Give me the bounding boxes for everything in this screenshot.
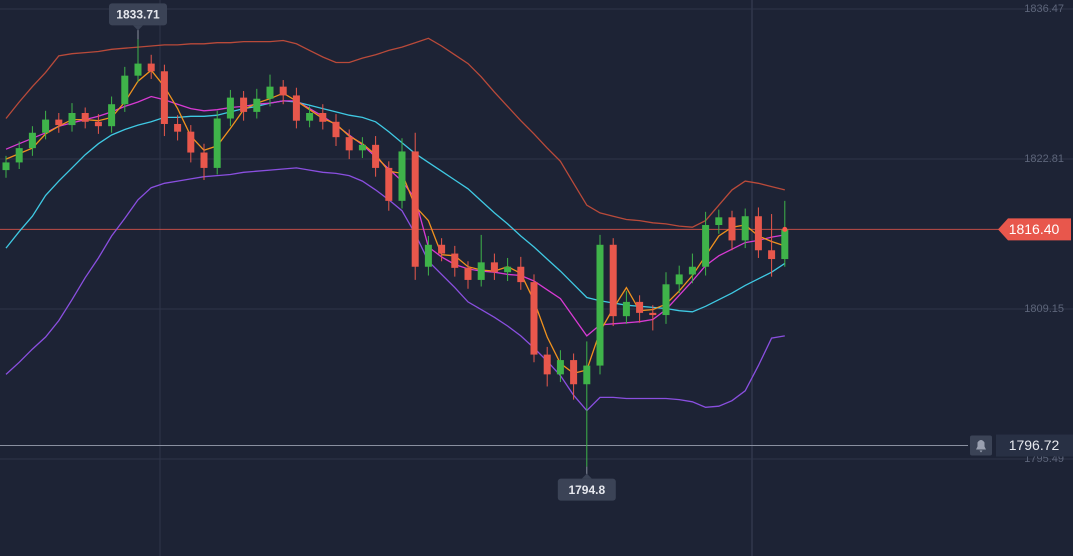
candle-body (517, 266, 525, 283)
candle-body (15, 148, 23, 163)
candle-body (319, 113, 327, 122)
candle-body (530, 282, 538, 355)
candle-body (385, 167, 393, 201)
candle-body (345, 137, 353, 151)
candle-body (55, 119, 63, 126)
candle-body (160, 71, 168, 124)
alert-price-label: 1796.72 (1009, 437, 1060, 453)
callout-arrow (581, 473, 592, 479)
candle-body (253, 98, 261, 112)
current-price-dot (782, 226, 788, 232)
candle-body (477, 262, 485, 280)
candle-body (688, 266, 696, 275)
alert-price-box (996, 434, 1073, 457)
callout-arrow (133, 25, 143, 31)
candle-body (781, 229, 789, 260)
indicator-line (5, 100, 786, 313)
candle-body (292, 95, 300, 121)
candle-body (556, 360, 564, 375)
candle-body (754, 216, 762, 251)
candle-body (570, 360, 578, 385)
candle-body (702, 225, 710, 267)
candle-body (398, 151, 406, 201)
candle-body (200, 152, 208, 168)
candle-body (358, 144, 366, 151)
candle-body (2, 162, 10, 171)
candle-body (306, 113, 314, 121)
indicator-line (5, 167, 785, 412)
candle-body (490, 262, 498, 273)
alert-bell-icon[interactable] (976, 440, 986, 453)
candle-body (504, 266, 512, 273)
candle-body (279, 86, 287, 96)
y-tick-label: 1822.81 (1024, 153, 1064, 165)
candle-body (609, 244, 617, 317)
candle-body (28, 132, 36, 149)
callout-label: 1833.71 (116, 7, 160, 21)
candle-body (464, 267, 472, 280)
y-tick-label: 1809.15 (1024, 303, 1064, 315)
candle-body (68, 113, 76, 126)
candle-body (226, 97, 234, 119)
indicator-line (5, 95, 785, 337)
candle-body (108, 104, 116, 127)
candle-body (121, 75, 129, 105)
candle-body (438, 244, 446, 254)
candle-body (134, 63, 142, 76)
candle-body (636, 301, 644, 313)
candle-body (213, 118, 221, 168)
candle-body (42, 119, 50, 133)
candle-body (583, 365, 591, 385)
callout-box (557, 478, 616, 501)
callout-label: 1794.8 (568, 483, 605, 497)
candle-body (675, 274, 683, 285)
candle-body (411, 151, 419, 267)
candle-body (596, 244, 604, 366)
current-price-tag (998, 218, 1071, 241)
candle-body (174, 123, 182, 132)
indicator-line (5, 69, 786, 375)
candle-body (649, 312, 657, 316)
y-tick-label: 1836.47 (1024, 3, 1064, 15)
candle-body (662, 284, 670, 316)
candle-body (424, 244, 432, 267)
candle-body (622, 301, 630, 317)
candle-body (728, 217, 736, 241)
candle-body (332, 121, 340, 138)
candle-body (768, 250, 776, 260)
candle-body (187, 131, 195, 153)
candle-body (741, 216, 749, 241)
candle-body (81, 113, 89, 122)
candle-body (372, 144, 380, 168)
indicator-line (5, 37, 785, 228)
callout-box (109, 3, 167, 26)
candle-body (543, 354, 551, 375)
candle-body (451, 253, 459, 268)
candle-body (715, 217, 723, 226)
candle-body (240, 97, 248, 112)
candle-body (147, 63, 155, 72)
candle-body (266, 86, 274, 99)
candle-body (94, 121, 102, 127)
current-price-label: 1816.40 (1009, 221, 1060, 237)
